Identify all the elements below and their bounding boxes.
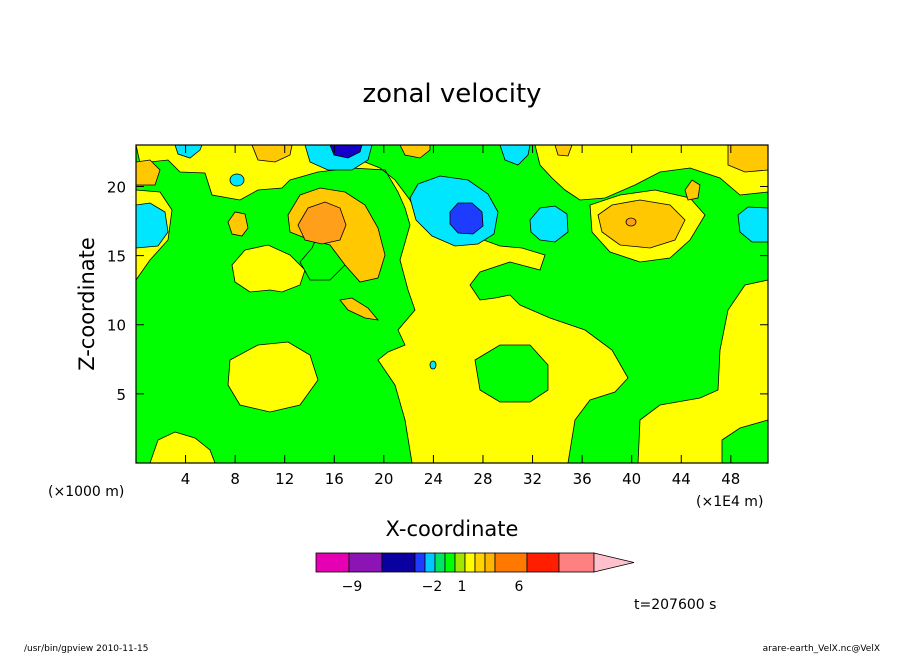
colorbar-segment [348, 552, 383, 573]
colorbar-segment [444, 552, 456, 573]
field-blue-core [449, 202, 484, 235]
time-label: t=207600 s [634, 597, 716, 613]
y-tick-label: 15 [107, 248, 126, 266]
field-cyan-9 [429, 360, 437, 370]
plot-frame [135, 144, 769, 464]
x-unit-left: (×1000 m) [48, 484, 124, 500]
colorbar-label: 1 [458, 579, 467, 595]
x-tick-label: 48 [721, 470, 740, 488]
colorbar-segment [558, 552, 595, 573]
field-cyan-2 [136, 202, 169, 249]
colorbar-arrow [593, 552, 635, 573]
x-unit-right: (×1E4 m) [696, 494, 763, 510]
colorbar-segment [424, 552, 436, 573]
field-yellow-top-right [534, 145, 768, 201]
x-tick-label: 24 [424, 470, 443, 488]
y-axis-label: Z-coordinate [75, 237, 99, 371]
y-tick-label: 5 [116, 386, 126, 404]
field-orange-core-1 [297, 201, 347, 245]
colorbar-labels: −9 −2 1 6 [342, 579, 524, 595]
x-axis: 4 8 12 16 20 24 28 32 36 40 44 48 [181, 145, 740, 488]
colorbar-segment [381, 552, 416, 573]
y-tick-label: 10 [107, 317, 126, 335]
field-orange-light-5 [251, 145, 293, 163]
field-yellow-left-blob [231, 244, 306, 293]
x-tick-label: 4 [181, 470, 191, 488]
colorbar-label: −2 [422, 579, 443, 595]
colorbar-segment [494, 552, 528, 573]
field-green-island-1 [474, 344, 549, 403]
x-tick-label: 12 [275, 470, 294, 488]
x-tick-label: 16 [325, 470, 344, 488]
field-orange-light-3 [136, 159, 161, 186]
footer-left: /usr/bin/gpview 2010-11-15 [24, 644, 148, 654]
field-yellow-bottom-left [149, 431, 216, 463]
x-tick-label: 28 [473, 470, 492, 488]
colorbar-segment [414, 552, 426, 573]
colorbar-label: −9 [342, 579, 363, 595]
x-tick-label: 20 [374, 470, 393, 488]
x-tick-label: 8 [230, 470, 240, 488]
field-cyan-8 [229, 173, 245, 187]
colorbar-segment [484, 552, 496, 573]
field-yellow-left-lobe [227, 341, 319, 413]
contour-field [136, 145, 768, 463]
field-orange-light-2 [597, 199, 686, 249]
y-axis: 5 10 15 20 [107, 178, 768, 404]
x-tick-label: 32 [523, 470, 542, 488]
chart-title: zonal velocity [362, 79, 541, 109]
y-tick-label: 20 [107, 178, 126, 196]
colorbar-segment [526, 552, 560, 573]
field-orange-light-8 [339, 297, 379, 321]
x-tick-label: 40 [622, 470, 641, 488]
field-orange-core-2 [625, 217, 637, 227]
colorbar-label: 6 [515, 579, 524, 595]
colorbar [315, 552, 635, 573]
colorbar-segment [454, 552, 466, 573]
field-yellow-bottom-right [637, 279, 768, 463]
colorbar-segment [434, 552, 446, 573]
footer-right: arare-earth_VelX.nc@VelX [763, 644, 880, 654]
field-orange-light-6 [727, 145, 768, 173]
colorbar-segment [315, 552, 350, 573]
colorbar-segment [474, 552, 486, 573]
x-axis-label: X-coordinate [386, 517, 519, 541]
field-orange-light-10 [554, 145, 573, 157]
field-cyan-7 [499, 145, 531, 166]
field-orange-light-4 [227, 211, 249, 237]
field-orange-light-9 [399, 145, 431, 159]
x-tick-label: 36 [573, 470, 592, 488]
field-cyan-4 [737, 206, 768, 243]
colorbar-segment [464, 552, 476, 573]
field-cyan-6 [174, 145, 203, 159]
field-cyan-3 [529, 205, 569, 243]
x-tick-label: 44 [672, 470, 691, 488]
field-navy-core [329, 145, 363, 159]
field-orange-light-7 [684, 179, 701, 201]
